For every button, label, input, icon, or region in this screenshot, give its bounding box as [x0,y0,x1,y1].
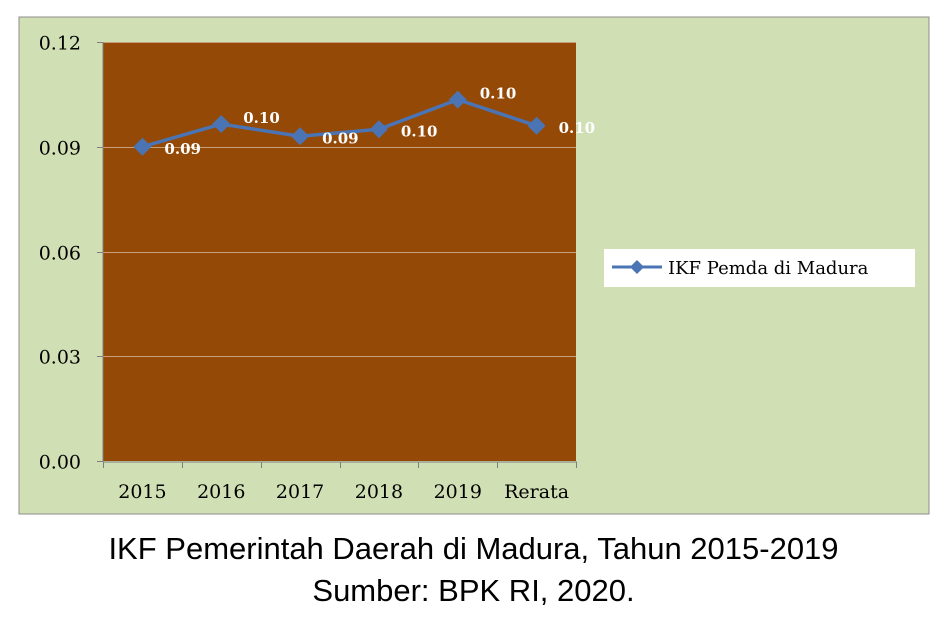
legend-diamond-marker [630,260,644,274]
caption-title: IKF Pemerintah Daerah di Madura, Tahun 2… [108,531,839,566]
x-axis-ticks: 2015 2016 2017 2018 2019 Rerata [103,462,577,503]
data-point-diamond [448,90,467,109]
y-tick-label: 0.00 [39,452,81,474]
data-label: 0.09 [164,140,201,158]
data-point-diamond [291,127,310,146]
plot-area [103,42,576,461]
x-tick-label: 2019 [434,481,482,503]
data-point-diamond [212,115,231,134]
x-tick-label: 2018 [355,481,403,503]
y-tick-label: 0.06 [39,243,81,265]
caption-source: Sumber: BPK RI, 2020. [312,573,635,608]
y-axis-ticks: 0.00 0.03 0.06 0.09 0.12 [39,33,103,474]
data-point-diamond [369,120,388,139]
x-tick-label: 2016 [197,481,245,503]
data-label: 0.09 [322,129,359,147]
x-tick-label: 2015 [118,481,166,503]
series-line [141,97,538,149]
data-label: 0.10 [243,109,280,127]
data-label: 0.10 [559,119,596,137]
series-group: 0.09 0.10 0.09 0.10 0.10 0.10 [133,85,595,158]
data-point-diamond [133,137,152,156]
y-tick-label: 0.12 [39,33,81,55]
y-tick-label: 0.03 [39,347,81,369]
legend-label: IKF Pemda di Madura [668,258,869,279]
data-label: 0.10 [401,122,438,140]
x-tick-label: 2017 [276,481,324,503]
x-tick-label: Rerata [504,481,569,503]
gridlines [103,42,576,357]
y-tick-label: 0.09 [39,138,81,160]
data-point-diamond [527,116,546,135]
legend: IKF Pemda di Madura [604,249,915,287]
data-label: 0.10 [480,85,517,103]
